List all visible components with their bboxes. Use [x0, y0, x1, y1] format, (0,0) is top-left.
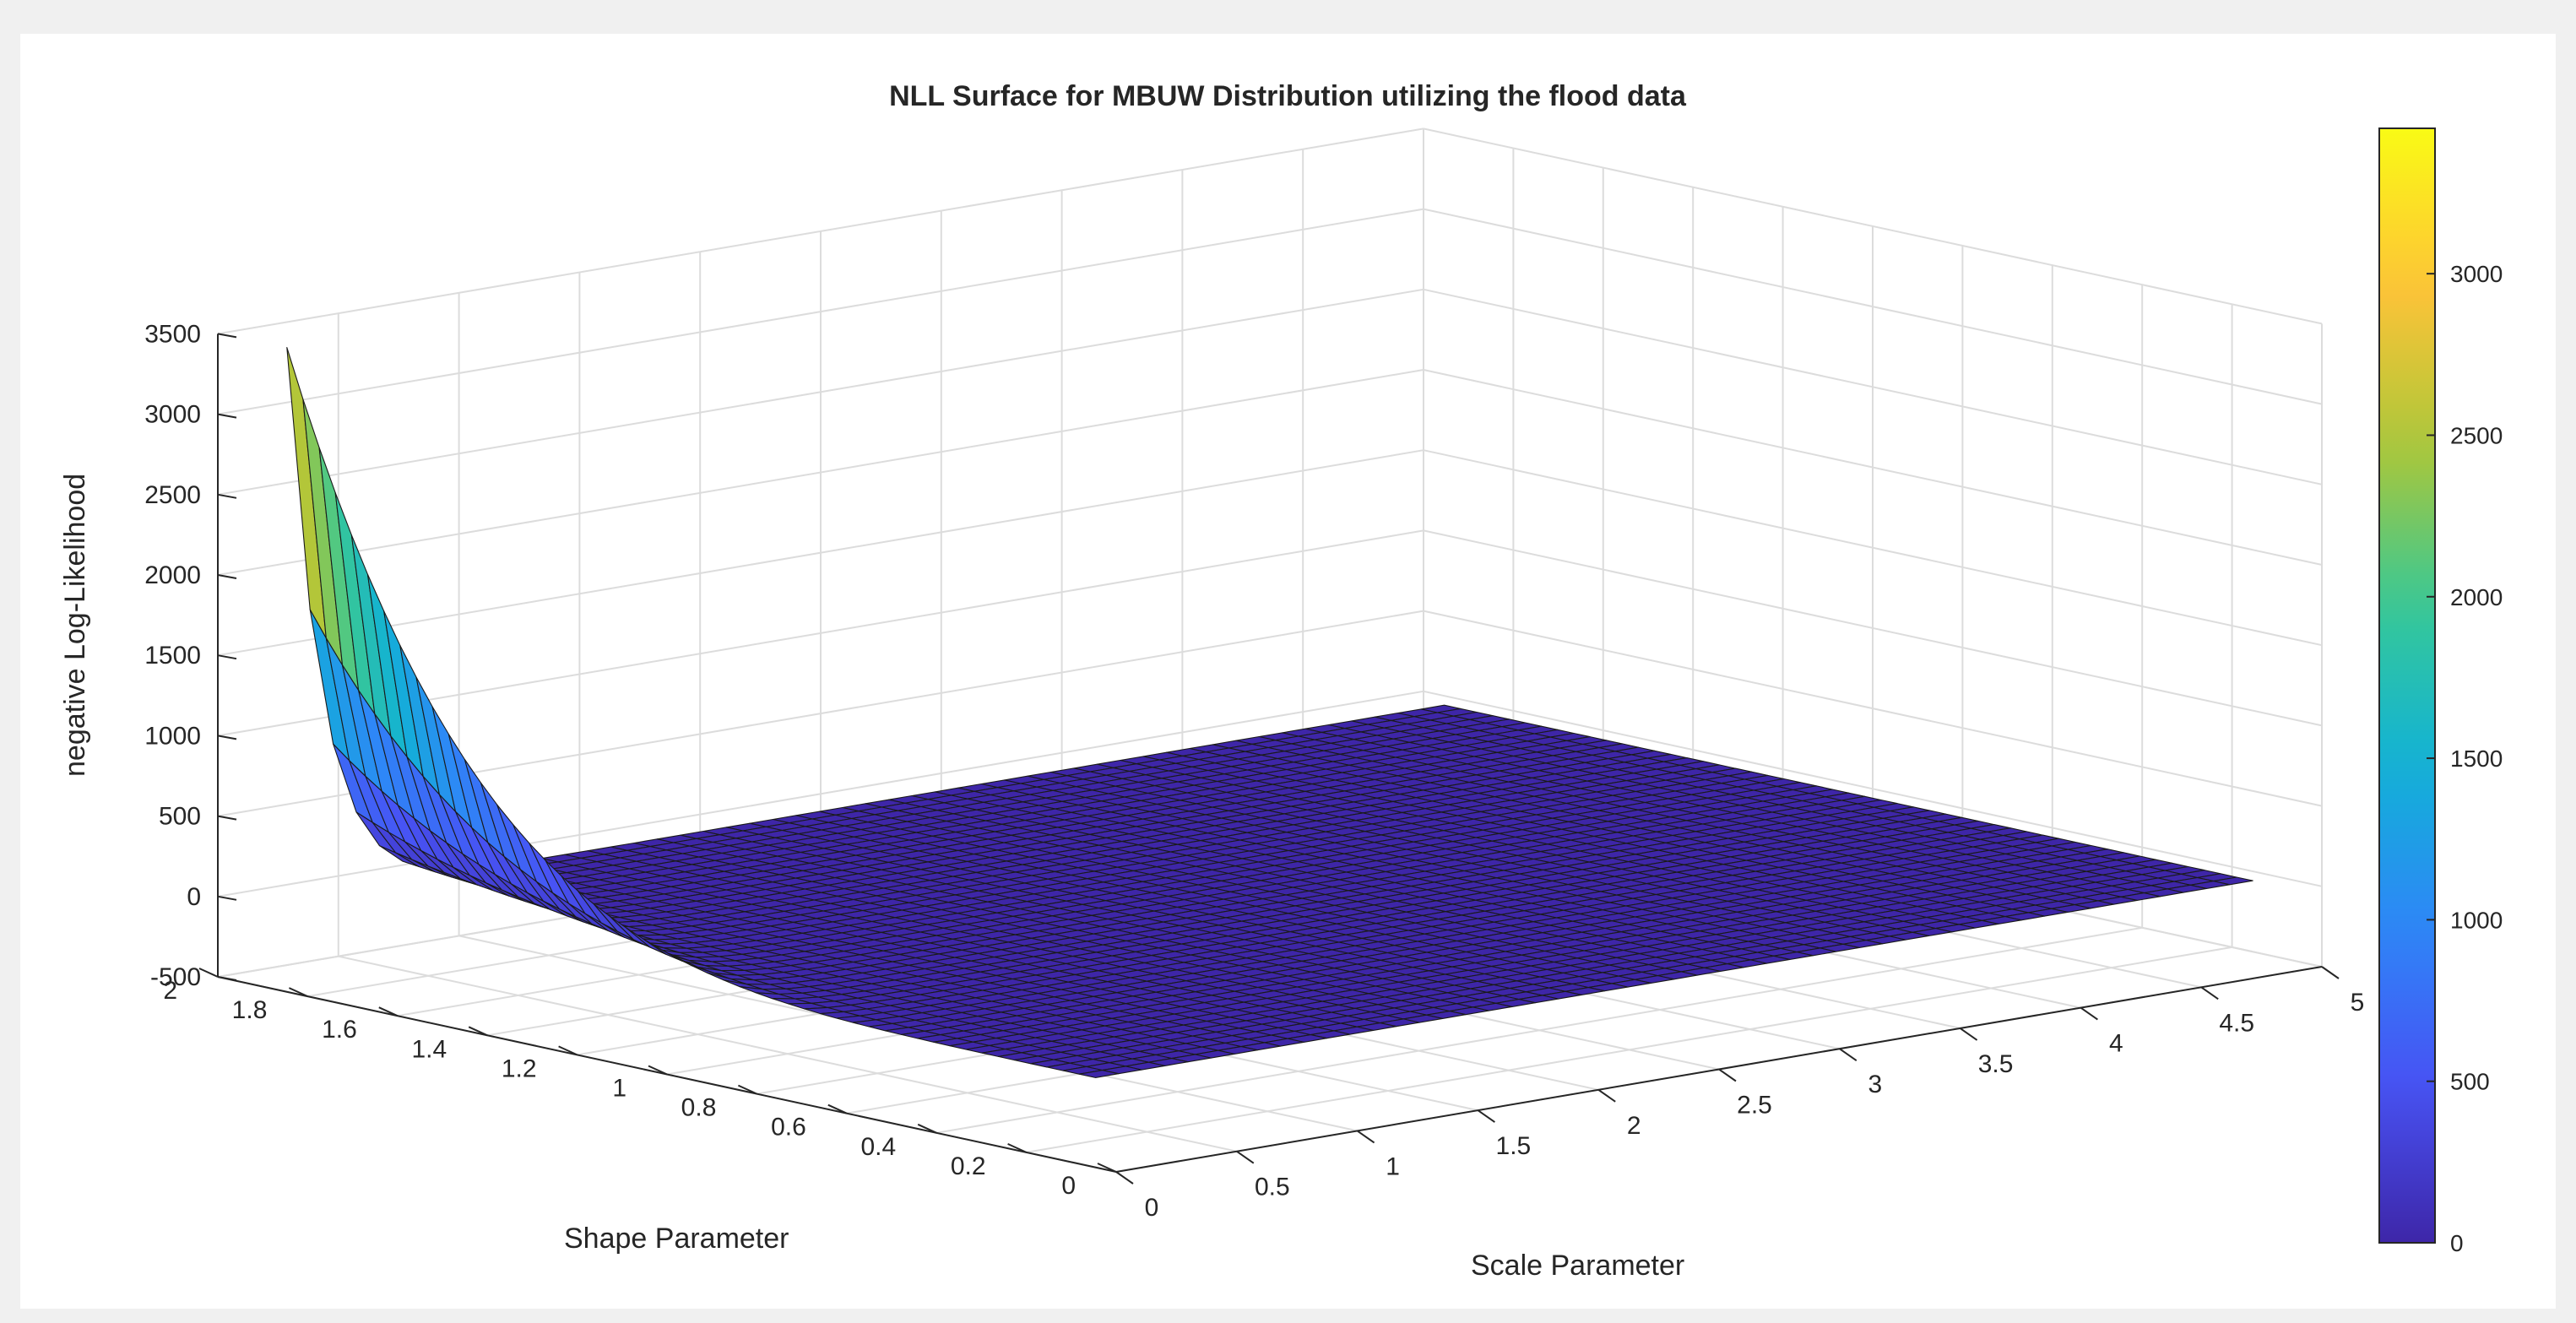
y-tick-label: 0.4: [860, 1133, 896, 1161]
x-tick: [1960, 1027, 1978, 1041]
floor-grid-line: [936, 926, 2143, 1134]
z-tick-label: 2000: [144, 561, 201, 589]
x-tick-label: 0: [1145, 1194, 1159, 1222]
y-tick-label: 0.8: [681, 1094, 717, 1122]
y-tick: [737, 1084, 757, 1095]
axis-ticks: -500 0 500 1000 1500 2000 2500 3000 3500 0 0.2 0.4 0…: [144, 320, 2364, 1222]
z-axis-label: negative Log-Likelihood: [59, 473, 91, 777]
x-tick-label: 4.5: [2219, 1009, 2254, 1037]
x-tick-label: 5: [2351, 989, 2365, 1017]
backwall-grid-line: [217, 127, 1424, 335]
z-tick: [217, 815, 237, 821]
sidewall-grid-line: [1423, 610, 2323, 807]
y-axis-label: Shape Parameter: [564, 1223, 789, 1255]
y-tick: [648, 1065, 668, 1076]
z-tick: [217, 333, 237, 339]
x-tick-label: 1: [1386, 1152, 1400, 1180]
x-tick: [1477, 1109, 1495, 1123]
surface-patch: [1078, 1070, 1120, 1078]
y-tick: [288, 987, 308, 998]
y-tick: [468, 1026, 488, 1037]
colorbar-tick-label: 1500: [2450, 746, 2503, 772]
backwall-grid-line: [217, 369, 1424, 576]
x-tick: [1357, 1130, 1375, 1144]
x-tick-label: 1.5: [1496, 1132, 1532, 1160]
chart-title: NLL Surface for MBUW Distribution utiliz…: [889, 80, 1686, 112]
z-tick: [217, 735, 237, 740]
x-tick-label: 3: [1868, 1071, 1882, 1098]
y-tick-label: 2: [163, 977, 177, 1005]
y-tick-label: 0.6: [771, 1114, 806, 1141]
x-tick: [2321, 966, 2340, 979]
y-tick-label: 0: [1061, 1172, 1076, 1200]
y-tick: [917, 1123, 937, 1134]
z-tick-label: 2500: [144, 481, 201, 509]
backwall-grid-line: [217, 288, 1424, 496]
z-tick: [217, 654, 237, 660]
colorbar-tick-label: 1000: [2450, 907, 2503, 933]
x-tick-label: 0.5: [1255, 1174, 1290, 1201]
y-tick: [1097, 1163, 1117, 1173]
x-tick: [2080, 1006, 2098, 1021]
colorbar: 0 500 1000 1500 2000 2500 3000: [2378, 127, 2503, 1256]
y-tick: [558, 1045, 578, 1056]
backwall-grid-line: [217, 449, 1424, 657]
x-tick-label: 4: [2109, 1030, 2123, 1058]
y-tick-label: 1.2: [502, 1055, 537, 1082]
sidewall-grid-line: [1423, 690, 2323, 887]
y-tick: [1007, 1142, 1028, 1153]
y-tick: [198, 968, 219, 978]
sidewall-grid-line: [1423, 529, 2323, 727]
z-tick-label: 1500: [144, 642, 201, 670]
colorbar-gradient: [2378, 127, 2436, 1244]
colorbar-tick-label: 2500: [2450, 422, 2503, 448]
backwall-grid-line: [217, 208, 1424, 415]
sidewall-grid-line: [1423, 449, 2323, 647]
colorbar-tick-label: 2000: [2450, 584, 2503, 610]
x-tick-label: 2: [1627, 1112, 1641, 1140]
x-tick: [1236, 1150, 1255, 1164]
z-tick-label: -500: [150, 963, 201, 991]
z-tick-label: 1000: [144, 722, 201, 750]
z-tick-label: 3000: [144, 401, 201, 429]
floor-grid-line: [1026, 946, 2232, 1153]
z-tick: [217, 413, 237, 419]
x-tick: [1718, 1068, 1737, 1082]
sidewall-grid-line: [1423, 288, 2323, 485]
sidewall-grid-line: [1423, 127, 2323, 325]
x-tick: [2200, 986, 2219, 1000]
sidewall-grid-line: [1423, 369, 2323, 566]
colorbar-tick-label: 0: [2450, 1230, 2464, 1256]
x-tick: [1115, 1171, 1134, 1185]
y-tick-label: 1.8: [232, 996, 268, 1024]
sidewall-grid-line: [1423, 208, 2323, 405]
axes-background: [20, 34, 2556, 1309]
z-tick: [217, 574, 237, 579]
y-tick: [827, 1103, 848, 1114]
z-tick-label: 0: [187, 883, 201, 911]
x-axis-label: Scale Parameter: [1471, 1250, 1685, 1282]
y-tick-label: 1: [612, 1075, 626, 1103]
colorbar-tick-label: 3000: [2450, 261, 2503, 287]
x-tick-label: 3.5: [1978, 1050, 2014, 1078]
z-tick: [217, 493, 237, 499]
surface-mesh: [286, 347, 2253, 1078]
z-tick-label: 3500: [144, 320, 201, 348]
y-tick-label: 1.4: [411, 1035, 447, 1063]
y-tick: [378, 1006, 399, 1017]
z-tick-label: 500: [159, 803, 201, 831]
y-tick-label: 0.2: [951, 1152, 986, 1180]
z-tick: [217, 895, 237, 901]
colorbar-tick-label: 500: [2450, 1069, 2490, 1095]
x-tick: [1839, 1048, 1857, 1062]
x-tick: [1597, 1088, 1616, 1103]
x-tick-label: 2.5: [1737, 1092, 1772, 1120]
y-tick-label: 1.6: [322, 1016, 357, 1044]
